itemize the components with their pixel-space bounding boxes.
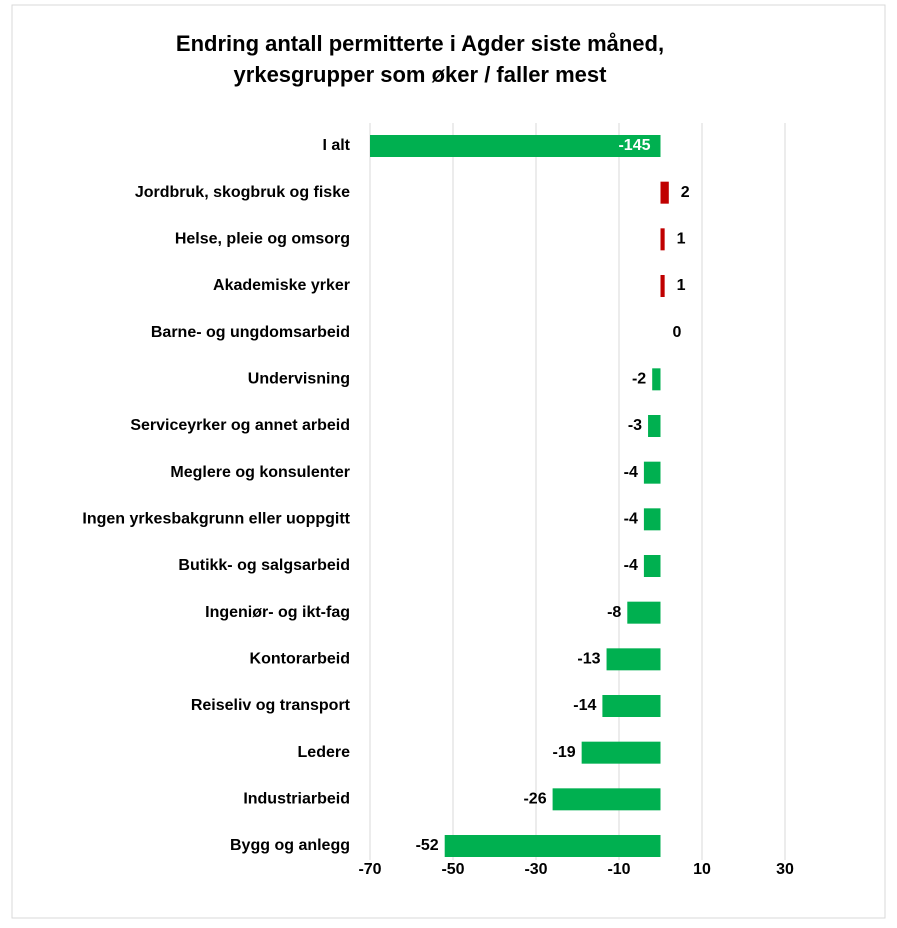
chart-frame <box>11 4 886 919</box>
data-label: -14 <box>573 697 596 714</box>
data-label: -13 <box>577 651 600 668</box>
bar <box>643 508 661 531</box>
data-label: 0 <box>673 324 682 341</box>
bar <box>660 228 665 251</box>
y-tick-label: Ingeniør- og ikt-fag <box>205 604 350 621</box>
data-label: -145 <box>618 137 650 154</box>
data-label: 1 <box>677 231 686 248</box>
data-label: -8 <box>607 604 621 621</box>
bar <box>648 415 661 437</box>
data-label: -19 <box>553 744 576 761</box>
y-tick-label: Meglere og konsulenter <box>170 464 350 481</box>
bar <box>660 275 665 297</box>
data-label: -4 <box>624 557 638 574</box>
y-tick-label: Undervisning <box>248 371 350 388</box>
chart-title: yrkesgrupper som øker / faller mest <box>234 62 608 87</box>
bar <box>627 601 661 624</box>
y-tick-label: Ledere <box>298 744 351 761</box>
data-label: -2 <box>632 371 646 388</box>
x-tick-label: -70 <box>358 861 381 878</box>
data-label: 2 <box>681 184 690 201</box>
data-label: 1 <box>677 277 686 294</box>
x-tick-label: 30 <box>776 861 794 878</box>
y-tick-label: Serviceyrker og annet arbeid <box>130 417 350 434</box>
y-tick-label: Ingen yrkesbakgrunn eller uoppgitt <box>82 511 350 528</box>
data-label: -52 <box>416 837 439 854</box>
y-tick-label: Bygg og anlegg <box>230 837 350 854</box>
bar <box>602 695 661 717</box>
bar <box>643 555 661 577</box>
y-tick-label: Barne- og ungdomsarbeid <box>151 324 350 341</box>
x-tick-label: -50 <box>441 861 464 878</box>
y-tick-label: Industriarbeid <box>243 791 350 808</box>
x-tick-label: -10 <box>607 861 630 878</box>
y-tick-label: Butikk- og salgsarbeid <box>178 557 350 574</box>
bar <box>370 135 661 157</box>
y-tick-label: Akademiske yrker <box>213 277 350 294</box>
bar <box>643 461 661 484</box>
y-tick-label: Reiseliv og transport <box>191 697 351 714</box>
y-tick-label: I alt <box>322 137 350 154</box>
x-tick-label: -30 <box>524 861 547 878</box>
bar <box>552 788 661 811</box>
x-tick-label: 10 <box>693 861 711 878</box>
bar <box>652 368 661 391</box>
bar <box>606 648 661 671</box>
y-tick-label: Kontorarbeid <box>250 651 350 668</box>
y-tick-label: Helse, pleie og omsorg <box>175 231 350 248</box>
data-label: -26 <box>523 791 546 808</box>
data-label: -3 <box>628 417 642 434</box>
bar <box>660 181 669 204</box>
bar <box>581 741 661 764</box>
data-label: -4 <box>624 511 638 528</box>
bar <box>444 835 661 857</box>
y-tick-label: Jordbruk, skogbruk og fiske <box>135 184 350 201</box>
data-label: -4 <box>624 464 638 481</box>
chart-title: Endring antall permitterte i Agder siste… <box>176 31 664 56</box>
